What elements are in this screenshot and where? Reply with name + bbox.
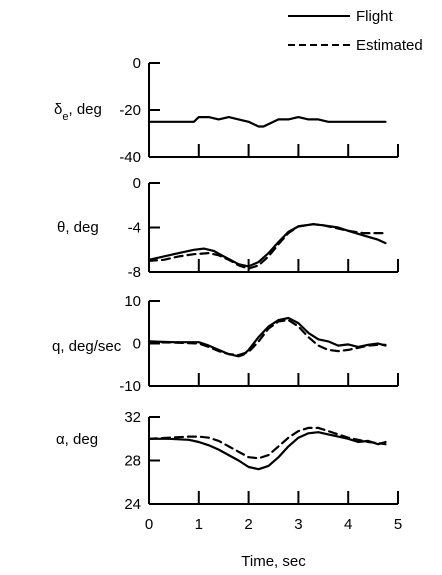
panel-2: 10 0 -10 q, deg/sec [52,293,399,395]
x-tick-label: 4 [344,516,352,533]
y-tick-label: 24 [124,496,141,513]
y-axis-label: θ, deg [57,219,99,236]
x-axis-label: Time, sec [241,553,306,570]
y-axis-label: q, deg/sec [52,338,122,355]
series-flight-line [147,431,387,471]
legend: Flight Estimated [288,8,423,54]
panel-0: 0 -20 -40 δe, deg [54,55,399,166]
y-tick-label: 0 [133,55,141,72]
legend-label-flight: Flight [356,8,394,25]
y-tick-label: 32 [124,409,141,426]
y-tick-label: -20 [119,102,141,119]
y-tick-label: -8 [128,264,141,281]
legend-label-estimated: Estimated [356,37,423,54]
y-tick-label: -10 [119,378,141,395]
y-tick-label: 0 [133,175,141,192]
series-flight-line [147,316,387,358]
x-tick-label: 2 [244,516,252,533]
series-estimated-line [147,319,387,357]
series-estimated-line [147,426,387,460]
y-axis-label: α, deg [56,431,98,448]
y-tick-label: -4 [128,220,141,237]
y-tick-label: -40 [119,149,141,166]
y-tick-label: 28 [124,453,141,470]
y-tick-label: 10 [124,293,141,310]
y-tick-label: 0 [133,336,141,353]
x-tick-label: 3 [294,516,302,533]
panel-3: 32 28 24 α, deg 0 1 2 3 4 5 Time, sec [56,409,402,570]
x-tick-label: 5 [394,516,402,533]
y-axis-label: δe, deg [54,101,102,123]
panel-1: 0 -4 -8 θ, deg [57,175,399,281]
series-estimated-line [147,223,387,270]
series-flight-line [147,116,387,128]
x-tick-label: 1 [195,516,203,533]
x-tick-label: 0 [145,516,153,533]
series-flight-line [147,223,387,268]
